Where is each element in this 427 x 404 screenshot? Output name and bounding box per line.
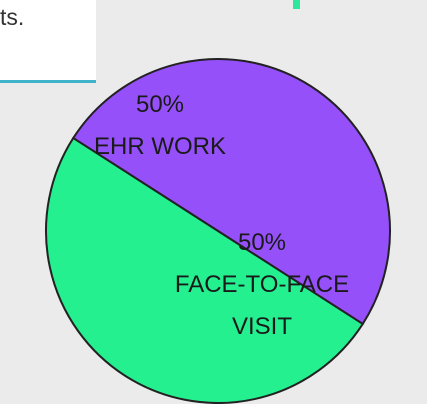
value-label: 50% [237, 229, 287, 256]
category-label: FACE-TO-FACE VISIT [174, 271, 350, 340]
intro-text: ts. [0, 4, 25, 30]
text-card: ts. [0, 0, 96, 83]
pie-slice [71, 58, 391, 326]
pie-slice [45, 136, 365, 404]
slice-label: 50% EHR WORK [55, 84, 265, 168]
slice-label: 50% FACE-TO-FACE VISIT [157, 222, 367, 348]
category-label: EHR WORK [94, 133, 226, 160]
value-label: 50% [135, 91, 185, 118]
accent-strip [293, 0, 300, 9]
